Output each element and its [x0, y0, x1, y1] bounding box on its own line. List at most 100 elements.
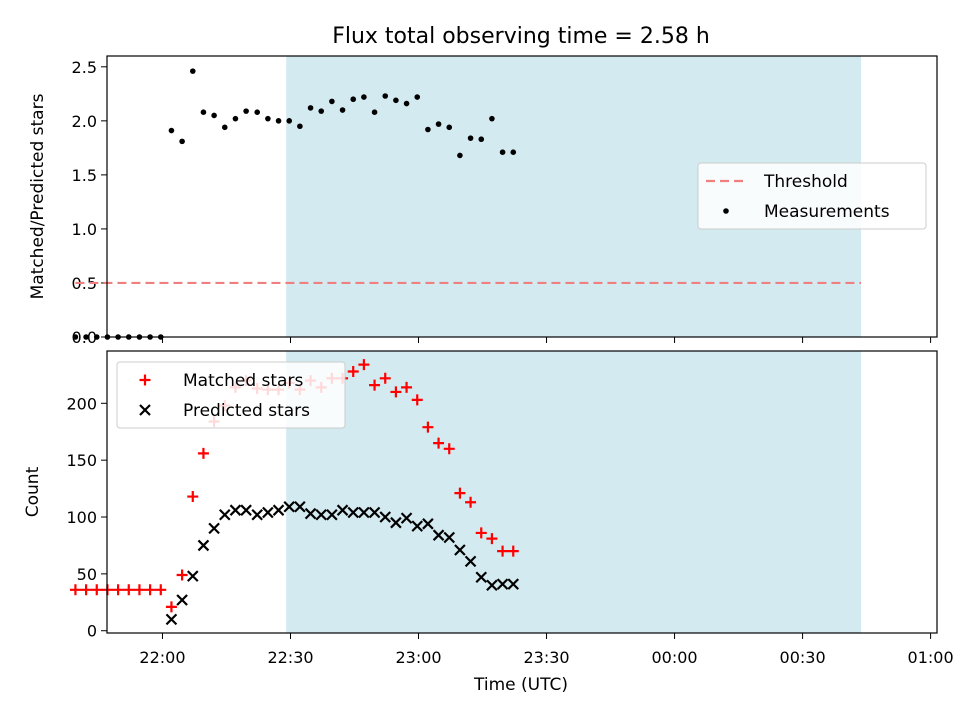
x-axis-label: Time (UTC) [473, 675, 568, 695]
predicted-stars-point [336, 504, 349, 516]
predicted-stars-point [454, 544, 466, 556]
legend-label: Measurements [764, 202, 890, 222]
predicted-stars-point [486, 579, 498, 592]
measurements-point [179, 138, 185, 145]
y-tick-label: 1.0 [72, 220, 97, 239]
legend-predicted-stars-swatch [139, 404, 151, 416]
matched-stars-point [369, 379, 381, 391]
predicted-stars-point [390, 516, 402, 529]
matched-stars-point [497, 545, 509, 557]
measurements-point [382, 93, 389, 99]
chart-title: Flux total observing time = 2.58 h [332, 24, 710, 49]
predicted-stars-point [208, 522, 220, 535]
measurements-point [275, 118, 282, 124]
predicted-stars-point [432, 529, 445, 541]
legend-measurements-swatch [723, 208, 729, 214]
predicted-stars-point [219, 508, 231, 521]
measurements-point [435, 121, 442, 127]
y-axis-label: Count [23, 466, 43, 517]
observing-span-shade [286, 351, 862, 633]
predicted-stars-point [464, 555, 477, 568]
measurements-point [83, 334, 89, 340]
matched-stars-point [390, 386, 402, 398]
matched-stars-point [422, 421, 434, 433]
legend-matched-stars-swatch [139, 374, 151, 386]
measurements-point [510, 149, 517, 155]
predicted-stars-point [400, 512, 413, 524]
measurements-point [232, 115, 239, 122]
measurements-point [425, 126, 431, 133]
measurements-point [499, 149, 506, 155]
legend-label: Threshold [763, 172, 848, 192]
matched-stars-point [112, 584, 124, 596]
predicted-stars-point [422, 518, 434, 530]
measurements-point [446, 124, 453, 131]
predicted-stars-point [272, 504, 285, 516]
matched-stars-point [433, 437, 445, 449]
x-tick-label: 23:00 [395, 648, 441, 667]
x-tick-label: 01:00 [908, 648, 954, 667]
measurements-point [168, 127, 175, 134]
measurements-point [221, 124, 228, 131]
matched-stars-point [358, 359, 370, 371]
measurements-point [307, 105, 314, 111]
matched-stars-point [486, 533, 498, 545]
predicted-stars-point [251, 508, 263, 521]
predicted-stars-point [283, 501, 295, 513]
predicted-stars-point [176, 594, 188, 606]
predicted-stars-point [315, 508, 327, 521]
x-tick-label: 22:30 [267, 648, 313, 667]
matched-stars-point [379, 372, 391, 384]
predicted-stars-point [347, 506, 360, 519]
measurements-point [254, 109, 261, 115]
matched-stars-point [443, 443, 455, 455]
measurements-point [265, 115, 271, 122]
y-tick-label: 150 [66, 451, 97, 470]
predicted-stars-point [294, 501, 306, 513]
matched-stars-point [165, 601, 177, 613]
predicted-stars-point [229, 504, 242, 516]
x-tick-label: 00:30 [780, 648, 826, 667]
measurements-point [189, 68, 196, 74]
predicted-stars-point [496, 578, 509, 590]
x-tick-label: 00:00 [652, 648, 698, 667]
measurements-point [93, 334, 100, 340]
x-tick-label: 22:00 [139, 648, 185, 667]
measurements-point [329, 98, 335, 105]
measurements-point [297, 123, 303, 130]
axes-frame [106, 350, 938, 634]
measurements-point [350, 96, 357, 103]
matched-stars-point [401, 381, 413, 393]
measurements-point [393, 97, 399, 104]
measurements-point [339, 107, 346, 113]
legend-box [697, 162, 927, 230]
matched-stars-point [133, 584, 145, 596]
measurements-point [200, 109, 207, 115]
y-tick-label: 2.0 [72, 112, 97, 131]
y-tick-label: 50 [77, 565, 97, 584]
y-tick-label: 100 [66, 508, 97, 527]
matched-stars-point [187, 491, 199, 503]
predicted-stars-point [197, 539, 210, 552]
matched-stars-point [144, 584, 156, 596]
y-axis-label: Matched/Predicted stars [28, 93, 48, 299]
y-tick-label: 0 [87, 622, 97, 641]
measurements-point [211, 112, 217, 119]
measurements-point [467, 135, 474, 141]
matched-stars-point [411, 394, 423, 406]
matched-stars-point [197, 447, 209, 459]
legend-label: Predicted stars [183, 401, 310, 421]
measurements-point [478, 136, 485, 143]
measurements-point [414, 94, 421, 100]
matched-stars-point [465, 496, 477, 508]
predicted-stars-point [304, 507, 317, 520]
matched-stars-point [347, 365, 359, 377]
predicted-stars-point [165, 613, 178, 626]
matched-stars-point [123, 584, 135, 596]
y-tick-label: 1.5 [72, 166, 97, 185]
measurements-point [286, 118, 293, 124]
predicted-stars-point [411, 520, 424, 532]
matched-stars-point [454, 487, 466, 499]
